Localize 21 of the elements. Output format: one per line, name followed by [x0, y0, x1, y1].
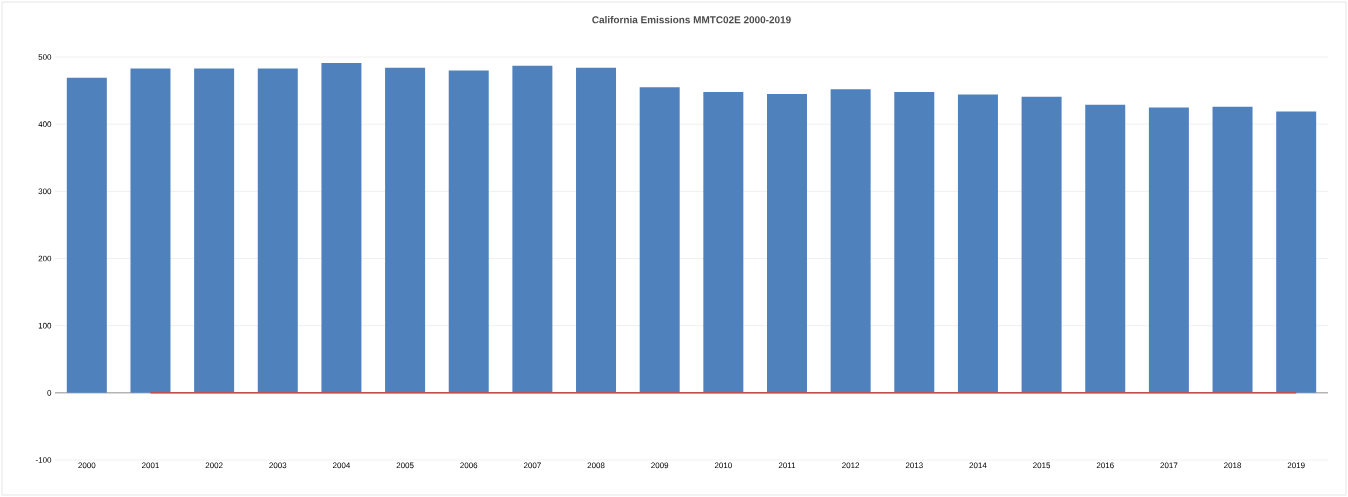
bar: [576, 67, 617, 393]
bar: [1148, 107, 1189, 393]
bar: [766, 93, 807, 393]
bar: [1276, 111, 1317, 393]
bar: [639, 87, 680, 393]
bar: [703, 91, 744, 393]
bar: [257, 68, 298, 393]
bar: [957, 94, 998, 393]
bar: [830, 89, 871, 393]
chart-title: California Emissions MMTC02E 2000-2019: [592, 16, 791, 24]
bar: [321, 63, 362, 393]
bar: [448, 70, 489, 393]
bar: [194, 68, 235, 393]
bar: [1021, 96, 1062, 393]
bar: [894, 91, 935, 393]
bar: [1085, 104, 1126, 393]
bar: [1212, 106, 1253, 393]
bar: [385, 67, 426, 393]
bar: [66, 77, 107, 393]
bar: [512, 65, 553, 393]
bar: [130, 68, 171, 393]
